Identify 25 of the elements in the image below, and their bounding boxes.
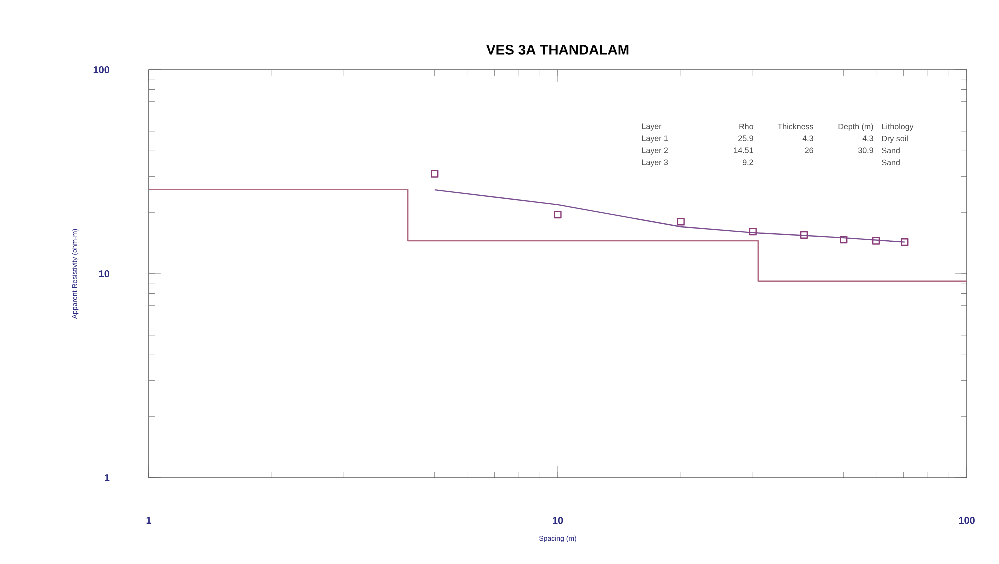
y-tick-label: 100: [94, 66, 110, 74]
annotation: Layer 2: [642, 148, 668, 155]
annotation: Dry soil: [882, 136, 908, 144]
annotation: 4.3: [862, 136, 874, 142]
chart-title: VES 3A THANDALAM: [486, 45, 629, 55]
annotation: 25.9: [738, 136, 754, 142]
annotation: Layer 3: [642, 160, 668, 167]
annotation: 14.51: [734, 148, 754, 154]
annotation: 4.3: [802, 136, 814, 142]
annotation: Lithology: [882, 124, 914, 132]
x-tick-label: 10: [553, 517, 564, 524]
annotation: Layer: [642, 124, 662, 131]
annotation: Rho: [740, 124, 754, 130]
y-tick-label: 10: [99, 270, 110, 278]
y-tick-label: 1: [105, 474, 110, 482]
annotation: Layer 1: [642, 136, 668, 143]
annotation: Sand: [882, 160, 900, 166]
annotation: 30.9: [858, 148, 874, 154]
annotation: 26: [805, 148, 814, 154]
x-tick-label: 1: [146, 517, 152, 524]
x-tick-label: 100: [959, 517, 975, 524]
annotation: 9.2: [743, 160, 754, 166]
annotation: Depth (m): [838, 124, 874, 132]
annotation: Sand: [882, 148, 900, 154]
annotation: Thickness: [778, 124, 814, 130]
